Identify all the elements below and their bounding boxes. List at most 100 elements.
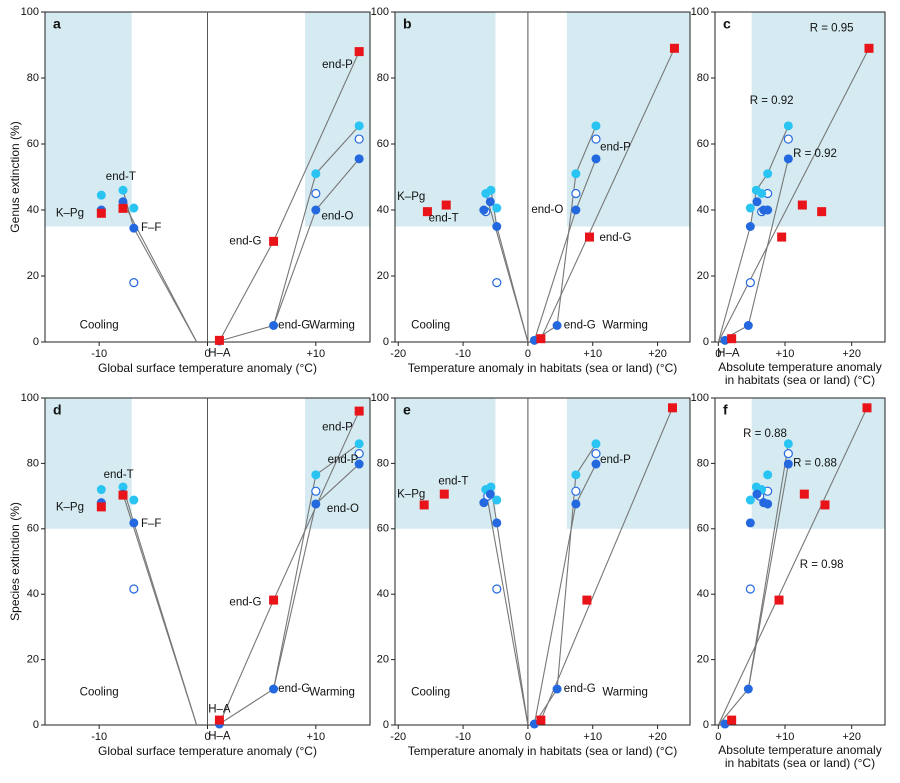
- circle-marker: [479, 498, 489, 508]
- x-axis-label: Absolute temperature anomaly: [718, 360, 881, 374]
- open-circle-marker: [129, 278, 139, 288]
- annotation: end-G: [564, 320, 596, 332]
- square-marker: [214, 715, 224, 725]
- circle-marker: [485, 197, 495, 207]
- y-tick-label: 0: [383, 719, 389, 731]
- open-circle-marker: [591, 448, 601, 459]
- open-circle-marker: [492, 278, 502, 288]
- panel-label: b: [403, 16, 412, 32]
- y-tick-label: 100: [691, 6, 709, 18]
- circle-marker: [118, 482, 128, 492]
- annotation: end-T: [438, 475, 468, 487]
- connector-line: [485, 193, 529, 343]
- open-circle-marker: [745, 584, 755, 594]
- annotation: Cooling: [411, 320, 450, 332]
- circle-marker: [763, 499, 773, 509]
- open-circle-marker: [311, 188, 321, 199]
- circle-marker: [751, 185, 761, 195]
- circle-marker: [311, 205, 321, 215]
- circle-marker: [783, 459, 793, 469]
- circle-marker: [591, 121, 601, 131]
- annotation: R = 0.88: [743, 428, 787, 440]
- square-marker: [817, 207, 827, 217]
- y-tick-label: 60: [377, 138, 389, 150]
- square-marker: [585, 232, 595, 242]
- circle-marker: [311, 499, 321, 509]
- y-tick-label: 40: [697, 588, 709, 600]
- circle-marker: [354, 154, 364, 164]
- square-marker: [777, 232, 787, 242]
- x-tick-label: +10: [306, 731, 325, 743]
- y-tick-label: 80: [697, 72, 709, 84]
- x-tick-label: +10: [776, 731, 795, 743]
- y-tick-label: 20: [377, 654, 389, 666]
- y-tick-label: 80: [377, 72, 389, 84]
- circle-marker: [486, 185, 496, 195]
- square-marker: [820, 500, 830, 510]
- square-marker: [269, 236, 279, 246]
- circle-marker: [492, 518, 502, 528]
- circle-marker: [96, 190, 106, 200]
- circle-marker: [751, 482, 761, 492]
- open-circle-marker: [354, 134, 364, 144]
- square-marker: [439, 489, 449, 499]
- annotation: end-G: [229, 596, 261, 608]
- y-tick-label: 80: [27, 457, 39, 469]
- square-marker: [354, 406, 364, 416]
- x-axis-label: Temperature anomaly in habitats (sea or …: [408, 744, 678, 758]
- circle-marker: [571, 470, 581, 480]
- circle-marker: [571, 499, 581, 509]
- connector-line: [717, 407, 868, 726]
- circle-marker: [129, 203, 139, 213]
- annotation: H–A: [717, 348, 740, 360]
- y-tick-label: 100: [371, 6, 389, 18]
- square-marker: [536, 334, 546, 344]
- connector-line: [540, 407, 674, 721]
- circle-marker: [311, 470, 321, 480]
- y-axis-label: Species extinction (%): [8, 502, 22, 621]
- circle-marker: [129, 495, 139, 505]
- y-tick-label: 0: [33, 719, 39, 731]
- x-tick-label: 0: [715, 348, 721, 360]
- annotation: K–Pg: [56, 502, 84, 514]
- open-circle-marker: [591, 134, 601, 144]
- connector-line: [534, 125, 597, 341]
- square-marker: [864, 43, 874, 53]
- annotation: K–Pg: [397, 191, 425, 203]
- x-tick-label: -20: [390, 348, 406, 360]
- connector-line: [490, 190, 529, 343]
- square-marker: [799, 489, 809, 499]
- annotation: end-G: [599, 232, 631, 244]
- annotation: K–Pg: [56, 207, 84, 219]
- y-tick-label: 40: [27, 588, 39, 600]
- annotation: R = 0.95: [810, 23, 854, 35]
- circle-marker: [492, 495, 502, 505]
- circle-marker: [745, 203, 755, 213]
- square-marker: [582, 595, 592, 605]
- square-marker: [862, 403, 872, 413]
- y-tick-label: 0: [33, 336, 39, 348]
- connector-line: [533, 443, 597, 725]
- circle-marker: [591, 439, 601, 449]
- circle-marker: [354, 459, 364, 469]
- square-marker: [118, 203, 128, 213]
- y-tick-label: 40: [377, 588, 389, 600]
- shaded-region: [751, 12, 885, 227]
- x-tick-label: +10: [776, 348, 795, 360]
- plot-frame: [714, 11, 886, 343]
- circle-marker: [485, 489, 495, 499]
- y-tick-label: 40: [377, 204, 389, 216]
- circle-marker: [763, 169, 773, 179]
- x-tick-label: 0: [204, 731, 210, 743]
- annotation: Cooling: [411, 686, 450, 698]
- plot-frame: [394, 397, 691, 726]
- square-marker: [727, 334, 737, 344]
- shaded-region: [566, 12, 690, 227]
- circle-marker: [311, 169, 321, 179]
- connector-line: [717, 48, 870, 343]
- annotation: Cooling: [80, 320, 119, 332]
- annotation: end-P: [328, 454, 359, 466]
- annotation: F–F: [141, 518, 161, 530]
- annotation: Warming: [309, 320, 355, 332]
- y-tick-label: 20: [27, 270, 39, 282]
